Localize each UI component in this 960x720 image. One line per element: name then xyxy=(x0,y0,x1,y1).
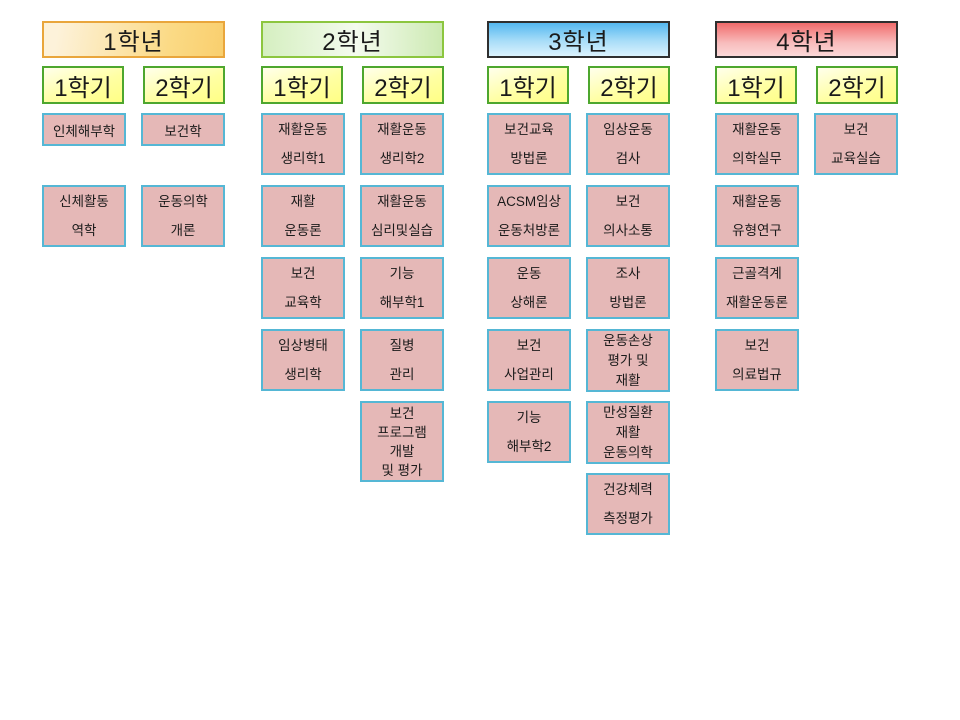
course-list-year4-sem2: 보건 교육실습 xyxy=(814,113,898,175)
course-label: ACSM임상 운동처방론 xyxy=(497,194,561,238)
course-box: 기능 해부학1 xyxy=(360,257,444,319)
course-label: 운동손상 평가 및 재활 xyxy=(603,332,653,388)
semester-header-row: 1학기 2학기 xyxy=(487,66,670,104)
course-label: 기능 해부학1 xyxy=(379,266,425,310)
semester-header-year4-sem2: 2학기 xyxy=(816,66,898,104)
course-box: 임상병태 생리학 xyxy=(261,329,345,391)
course-label: 기능 해부학2 xyxy=(506,410,552,454)
semester-header-row: 1학기 2학기 xyxy=(261,66,444,104)
course-box: 근골격계 재활운동론 xyxy=(715,257,799,319)
course-label: 질병 관리 xyxy=(389,338,415,382)
course-label: 운동의학 개론 xyxy=(158,194,208,238)
semester-header-year1-sem2: 2학기 xyxy=(143,66,225,104)
course-label: 재활운동 생리학2 xyxy=(377,122,427,166)
course-box: 보건 의사소통 xyxy=(586,185,670,247)
semester-header-year4-sem1: 1학기 xyxy=(715,66,797,104)
semester-header-row: 1학기 2학기 xyxy=(42,66,225,104)
semester-header-row: 1학기 2학기 xyxy=(715,66,898,104)
course-label: 만성질환 재활 운동의학 xyxy=(603,404,653,460)
semester-header-year2-sem2: 2학기 xyxy=(362,66,444,104)
course-label: 보건학 xyxy=(164,123,202,139)
year-column-2: 2학년 1학기 2학기 재활운동 생리학1 재활 운동론 보건 교육학 임상병태 생리학 재활운동 생리… xyxy=(261,21,444,482)
course-box: 재활 운동론 xyxy=(261,185,345,247)
course-box: 보건학 xyxy=(141,113,225,146)
semester-header-year3-sem2: 2학기 xyxy=(588,66,670,104)
course-box: 보건교육 방법론 xyxy=(487,113,571,175)
course-label: 보건 교육실습 xyxy=(831,122,881,166)
course-box: 운동의학 개론 xyxy=(141,185,225,247)
course-box: 만성질환 재활 운동의학 xyxy=(586,401,670,464)
course-box: 신체활동 역학 xyxy=(42,185,126,247)
course-label: 임상병태 생리학 xyxy=(278,338,328,382)
year-header-1: 1학년 xyxy=(42,21,225,58)
year-header-2: 2학년 xyxy=(261,21,444,58)
course-box: 질병 관리 xyxy=(360,329,444,391)
course-label: 인체해부학 xyxy=(52,123,116,139)
course-label: 보건 의사소통 xyxy=(603,194,653,238)
course-box: 재활운동 의학실무 xyxy=(715,113,799,175)
course-label: 재활운동 생리학1 xyxy=(278,122,328,166)
course-label: 신체활동 역학 xyxy=(59,194,109,238)
course-box: 재활운동 생리학2 xyxy=(360,113,444,175)
course-label: 임상운동 검사 xyxy=(603,122,653,166)
course-box: 재활운동 생리학1 xyxy=(261,113,345,175)
course-box: 운동손상 평가 및 재활 xyxy=(586,329,670,392)
course-box: 보건 프로그램 개발 및 평가 xyxy=(360,401,444,482)
course-box: ACSM임상 운동처방론 xyxy=(487,185,571,247)
course-label: 보건 의료법규 xyxy=(732,338,782,382)
course-label: 근골격계 재활운동론 xyxy=(725,266,789,310)
course-label: 재활운동 심리및실습 xyxy=(370,194,434,238)
course-box: 임상운동 검사 xyxy=(586,113,670,175)
course-box: 보건 사업관리 xyxy=(487,329,571,391)
course-box: 기능 해부학2 xyxy=(487,401,571,463)
course-label: 보건 프로그램 개발 및 평가 xyxy=(377,405,427,478)
course-label: 운동 상해론 xyxy=(510,266,548,310)
year-header-3: 3학년 xyxy=(487,21,670,58)
course-label: 보건교육 방법론 xyxy=(504,122,554,166)
course-label: 보건 사업관리 xyxy=(504,338,554,382)
course-box: 운동 상해론 xyxy=(487,257,571,319)
semester-header-year3-sem1: 1학기 xyxy=(487,66,569,104)
course-box: 인체해부학 xyxy=(42,113,126,146)
course-box: 건강체력 측정평가 xyxy=(586,473,670,535)
course-box: 보건 교육학 xyxy=(261,257,345,319)
course-box: 보건 교육실습 xyxy=(814,113,898,175)
course-label: 재활운동 의학실무 xyxy=(732,122,782,166)
course-label: 조사 방법론 xyxy=(609,266,647,310)
course-label: 건강체력 측정평가 xyxy=(603,482,653,526)
year-column-1: 1학년 1학기 2학기 인체해부학 신체활동 역학 보건학 운동의학 개론 xyxy=(42,21,225,247)
semester-header-year1-sem1: 1학기 xyxy=(42,66,124,104)
semester-header-year2-sem1: 1학기 xyxy=(261,66,343,104)
semester-courses-row: 인체해부학 신체활동 역학 보건학 운동의학 개론 xyxy=(42,113,225,247)
course-box: 재활운동 심리및실습 xyxy=(360,185,444,247)
course-box: 보건 의료법규 xyxy=(715,329,799,391)
year-header-4: 4학년 xyxy=(715,21,898,58)
course-label: 재활 운동론 xyxy=(284,194,322,238)
course-label: 보건 교육학 xyxy=(284,266,322,310)
course-label: 재활운동 유형연구 xyxy=(732,194,782,238)
course-box: 조사 방법론 xyxy=(586,257,670,319)
course-box: 재활운동 유형연구 xyxy=(715,185,799,247)
